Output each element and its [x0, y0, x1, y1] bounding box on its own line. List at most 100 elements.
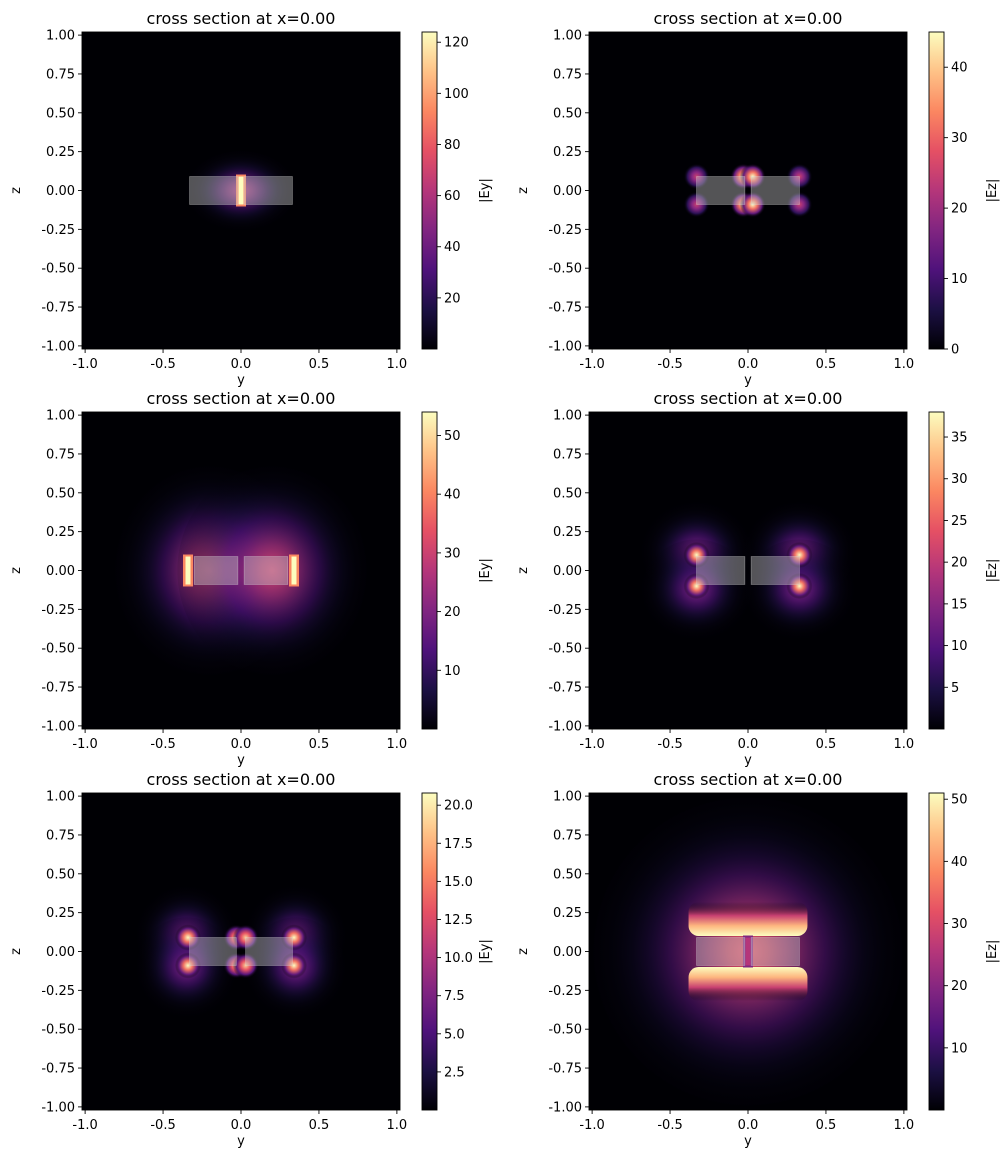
subplot-title: cross section at x=0.00	[147, 9, 336, 28]
field-hotspot	[281, 924, 307, 951]
colorbar-tick-label: 25	[951, 514, 968, 529]
x-tick-label: -0.5	[150, 1118, 175, 1133]
x-tick-label: -1.0	[72, 357, 97, 372]
colorbar-tick-label: 5	[951, 681, 959, 696]
y-tick-label: -0.75	[548, 301, 582, 316]
colorbar-label: |Ey|	[478, 939, 493, 964]
y-tick-label: -1.00	[548, 1100, 582, 1115]
y-tick-label: -0.75	[548, 681, 582, 696]
y-tick-label: -0.25	[548, 603, 582, 618]
colorbar-tick-label: 10	[951, 1041, 968, 1056]
colorbar-label: |Ez|	[985, 559, 1000, 583]
y-axis-label: z	[9, 567, 24, 574]
y-tick-label: 0.75	[553, 828, 582, 843]
colorbar-tick-label: 20	[951, 556, 968, 571]
x-tick-label: 0.0	[738, 1118, 759, 1133]
y-tick-label: 1.00	[553, 409, 582, 424]
y-tick-label: 1.00	[46, 790, 75, 805]
y-tick-label: -0.50	[548, 642, 582, 657]
y-tick-label: -0.50	[41, 262, 75, 277]
x-tick-label: 0.5	[816, 357, 837, 372]
x-tick-label: 0.0	[231, 737, 252, 752]
y-tick-label: 0.00	[553, 184, 582, 199]
colorbar-tick-label: 60	[444, 189, 461, 204]
y-tick-label: -0.75	[548, 1062, 582, 1077]
colorbar-tick-label: 35	[951, 431, 968, 446]
colorbar-tick-label: 30	[951, 917, 968, 932]
colorbar	[421, 411, 438, 730]
colorbar	[928, 31, 945, 350]
waveguide-structure	[245, 937, 293, 966]
y-tick-label: -0.75	[41, 681, 75, 696]
x-tick-label: 0.5	[816, 1118, 837, 1133]
field-hotspot	[786, 573, 813, 600]
x-tick-label: -1.0	[72, 1118, 97, 1133]
colorbar-tick-label: 80	[444, 138, 461, 153]
colorbar-tick-label: 30	[951, 472, 968, 487]
x-tick-label: -0.5	[657, 357, 682, 372]
field-intensity	[115, 466, 367, 675]
colorbar-tick-label: 40	[444, 488, 461, 503]
field-edge-line	[238, 176, 244, 205]
field-edge-line	[745, 937, 751, 966]
field-hotspot	[786, 541, 813, 568]
y-tick-label: 0.00	[46, 184, 75, 199]
y-tick-label: 0.00	[553, 945, 582, 960]
y-tick-label: 0.75	[553, 447, 582, 462]
y-tick-label: -0.50	[548, 1023, 582, 1038]
y-tick-label: -1.00	[548, 339, 582, 354]
subplot-title: cross section at x=0.00	[654, 770, 843, 789]
colorbar-tick-label: 15	[951, 597, 968, 612]
waveguide-structure	[696, 556, 746, 585]
heatmap-background	[589, 32, 907, 349]
y-tick-label: -0.25	[41, 984, 75, 999]
x-tick-label: 0.0	[231, 357, 252, 372]
y-tick-label: -0.75	[41, 301, 75, 316]
waveguide-structure	[243, 556, 289, 585]
x-tick-label: -0.5	[150, 737, 175, 752]
colorbar	[928, 411, 945, 730]
x-tick-label: -1.0	[579, 357, 604, 372]
field-band	[688, 901, 808, 936]
y-tick-label: -0.25	[548, 984, 582, 999]
y-tick-label: -0.50	[41, 642, 75, 657]
y-tick-label: -0.50	[548, 262, 582, 277]
x-tick-label: -0.5	[150, 357, 175, 372]
y-tick-label: 0.25	[553, 145, 582, 160]
colorbar-tick-label: 10.0	[444, 951, 473, 966]
colorbar-tick-label: 15.0	[444, 875, 473, 890]
y-tick-label: -0.75	[41, 1062, 75, 1077]
x-axis-label: y	[744, 373, 752, 388]
colorbar-tick-label: 7.5	[444, 989, 465, 1004]
colorbar-tick-label: 20	[444, 605, 461, 620]
colorbar-tick-label: 20	[951, 979, 968, 994]
waveguide-structure	[750, 937, 800, 966]
y-tick-label: 0.00	[46, 945, 75, 960]
y-tick-label: -1.00	[41, 1100, 75, 1115]
y-tick-label: 0.50	[553, 867, 582, 882]
colorbar-tick-label: 10	[444, 664, 461, 679]
y-tick-label: -0.25	[548, 223, 582, 238]
y-tick-label: 0.25	[553, 525, 582, 540]
subplot-2: cross section at x=0.00 -1.0 -0.5 0.0 0.5 1.0…	[516, 9, 1000, 388]
y-tick-label: 0.00	[46, 564, 75, 579]
x-axis-label: y	[237, 753, 245, 768]
colorbar-tick-label: 17.5	[444, 837, 473, 852]
y-tick-label: 0.00	[553, 564, 582, 579]
x-tick-label: 1.0	[387, 737, 408, 752]
subplot-title: cross section at x=0.00	[654, 9, 843, 28]
subplot-1: cross section at x=0.00 -1.0 -0.5 0.0 0.5 1.0…	[9, 9, 493, 388]
y-axis-label: z	[516, 567, 531, 574]
y-tick-label: -1.00	[41, 719, 75, 734]
y-tick-label: -0.25	[41, 223, 75, 238]
colorbar-tick-label: 50	[444, 429, 461, 444]
field-hotspot	[683, 541, 710, 568]
y-axis-label: z	[516, 187, 531, 194]
colorbar-label: |Ez|	[985, 179, 1000, 203]
colorbar-tick-label: 20	[951, 202, 968, 217]
x-tick-label: 1.0	[387, 357, 408, 372]
y-axis-label: z	[516, 948, 531, 955]
subplot-title: cross section at x=0.00	[147, 389, 336, 408]
y-tick-label: -1.00	[548, 719, 582, 734]
colorbar-tick-label: 40	[951, 855, 968, 870]
